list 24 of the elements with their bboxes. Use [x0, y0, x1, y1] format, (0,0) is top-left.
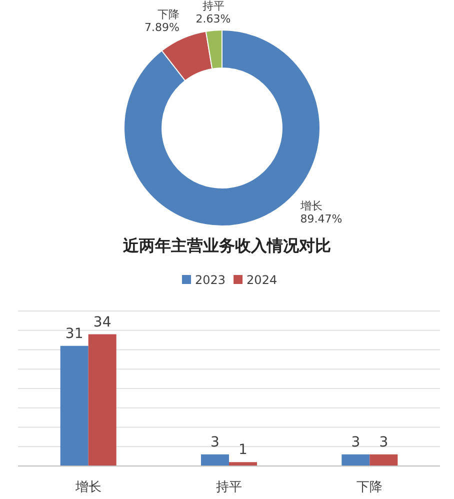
bar: [342, 454, 370, 466]
x-tick-label: 增长: [74, 480, 102, 495]
slice-label: 持平: [202, 0, 224, 12]
data-label: 3: [379, 434, 388, 450]
data-label: 34: [93, 314, 112, 330]
x-tick-label: 持平: [216, 480, 242, 495]
bar: [370, 454, 398, 466]
x-tick-label: 下降: [356, 480, 383, 495]
legend-label: 2024: [246, 273, 278, 287]
bar: [229, 462, 257, 466]
bar: [201, 454, 229, 466]
data-label: 31: [65, 326, 84, 342]
data-label: 3: [351, 434, 360, 450]
bar: [88, 334, 116, 466]
legend-label: 2023: [195, 273, 226, 287]
slice-label: 下降: [157, 8, 180, 21]
data-label: 7.89%: [144, 20, 180, 34]
slice-label: 增长: [299, 199, 322, 212]
chart-title: 近两年主营业务收入情况对比: [122, 236, 331, 255]
data-label: 1: [238, 442, 248, 458]
data-label: 89.47%: [300, 212, 342, 226]
data-label: 3: [210, 434, 220, 450]
bar: [60, 346, 88, 466]
data-label: 2.63%: [196, 12, 231, 26]
